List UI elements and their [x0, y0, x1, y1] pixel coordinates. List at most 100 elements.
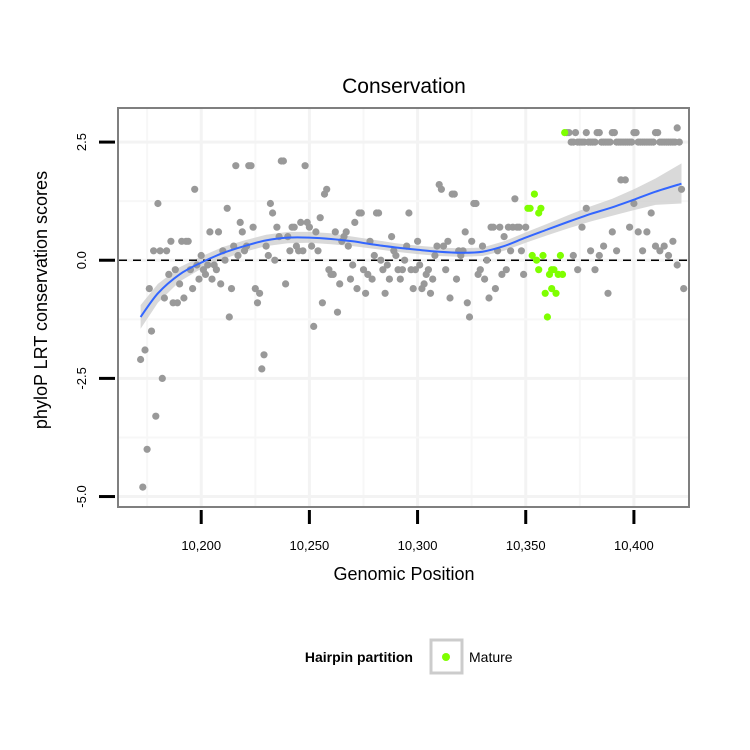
point-other	[680, 285, 688, 293]
point-other	[368, 275, 376, 283]
point-other	[411, 266, 419, 274]
point-other	[232, 162, 240, 170]
point-other	[606, 138, 614, 146]
point-other	[429, 275, 437, 283]
point-other	[312, 228, 320, 236]
point-other	[279, 157, 287, 165]
point-other	[282, 280, 290, 288]
point-other	[336, 280, 344, 288]
point-other	[511, 195, 519, 203]
point-other	[351, 218, 359, 226]
x-tick-label: 10,400	[614, 538, 654, 553]
point-other	[150, 247, 158, 255]
point-other	[651, 242, 660, 250]
y-tick-label: -2.5	[74, 367, 89, 389]
point-other	[349, 261, 357, 269]
point-other	[251, 285, 259, 293]
point-other	[485, 294, 493, 302]
point-other	[318, 299, 326, 307]
point-mature	[541, 289, 549, 297]
point-other	[626, 223, 634, 231]
ribbon-area	[140, 163, 682, 329]
point-other	[314, 247, 322, 255]
point-other	[184, 237, 192, 245]
x-tick-label: 10,300	[398, 538, 438, 553]
point-other	[444, 237, 452, 245]
point-other	[238, 228, 246, 236]
point-other	[375, 209, 383, 217]
point-other	[160, 294, 168, 302]
point-mature	[528, 251, 536, 260]
point-other	[152, 412, 160, 420]
point-other	[273, 223, 281, 231]
point-mature	[543, 313, 552, 321]
point-mature	[561, 129, 569, 137]
point-other	[305, 223, 313, 231]
point-other	[143, 445, 151, 453]
y-axis: -5.0 -2.5 0.0 2.5	[74, 133, 115, 508]
point-other	[381, 289, 389, 297]
smooth-trend-line	[139, 182, 682, 318]
point-other	[595, 251, 603, 260]
point-other	[461, 228, 469, 236]
point-other	[608, 228, 616, 236]
point-other	[189, 285, 197, 293]
confidence-ribbon	[140, 163, 682, 329]
point-other	[385, 275, 393, 283]
point-other	[264, 251, 272, 260]
point-other	[299, 247, 307, 255]
point-other	[379, 266, 387, 274]
point-other	[673, 261, 681, 269]
point-other	[234, 251, 242, 260]
point-other	[675, 138, 683, 146]
point-other	[481, 275, 489, 283]
point-other	[342, 228, 350, 236]
point-other	[643, 228, 651, 236]
point-other	[266, 199, 274, 208]
point-other	[353, 285, 361, 293]
y-axis-title: phyloP LRT conservation scores	[31, 171, 51, 429]
point-other	[656, 247, 664, 255]
point-other	[217, 280, 225, 288]
point-other	[478, 242, 487, 250]
point-other	[433, 242, 441, 250]
x-tick-label: 10,350	[506, 538, 546, 553]
point-other	[630, 199, 638, 208]
point-other	[249, 223, 257, 231]
point-other	[604, 289, 612, 297]
point-other	[468, 237, 476, 245]
point-other	[446, 294, 454, 302]
chart-title: Conservation	[342, 75, 466, 98]
point-other	[491, 285, 499, 293]
point-other	[414, 237, 422, 245]
point-other	[647, 209, 655, 217]
point-other	[167, 237, 175, 245]
point-other	[362, 289, 370, 297]
point-other	[420, 280, 428, 288]
point-other	[310, 322, 318, 330]
point-other	[163, 247, 171, 255]
point-other	[677, 185, 686, 193]
point-other	[156, 247, 164, 255]
point-other	[383, 261, 391, 269]
point-other	[476, 266, 484, 274]
point-other	[610, 129, 619, 137]
point-other	[297, 218, 305, 226]
point-mature	[552, 289, 560, 297]
y-tick-label: 0.0	[74, 251, 89, 269]
point-other	[632, 129, 640, 137]
point-other	[582, 204, 590, 212]
point-other	[195, 275, 203, 283]
point-other	[634, 228, 642, 236]
point-other	[401, 256, 409, 264]
point-other	[595, 129, 603, 137]
point-other	[223, 204, 231, 212]
point-mature	[556, 251, 565, 260]
point-other	[206, 228, 214, 236]
point-other	[416, 261, 424, 269]
point-other	[500, 233, 508, 241]
point-other	[388, 233, 396, 241]
point-mature	[539, 251, 547, 260]
point-other	[357, 209, 365, 217]
point-mature	[558, 270, 567, 278]
